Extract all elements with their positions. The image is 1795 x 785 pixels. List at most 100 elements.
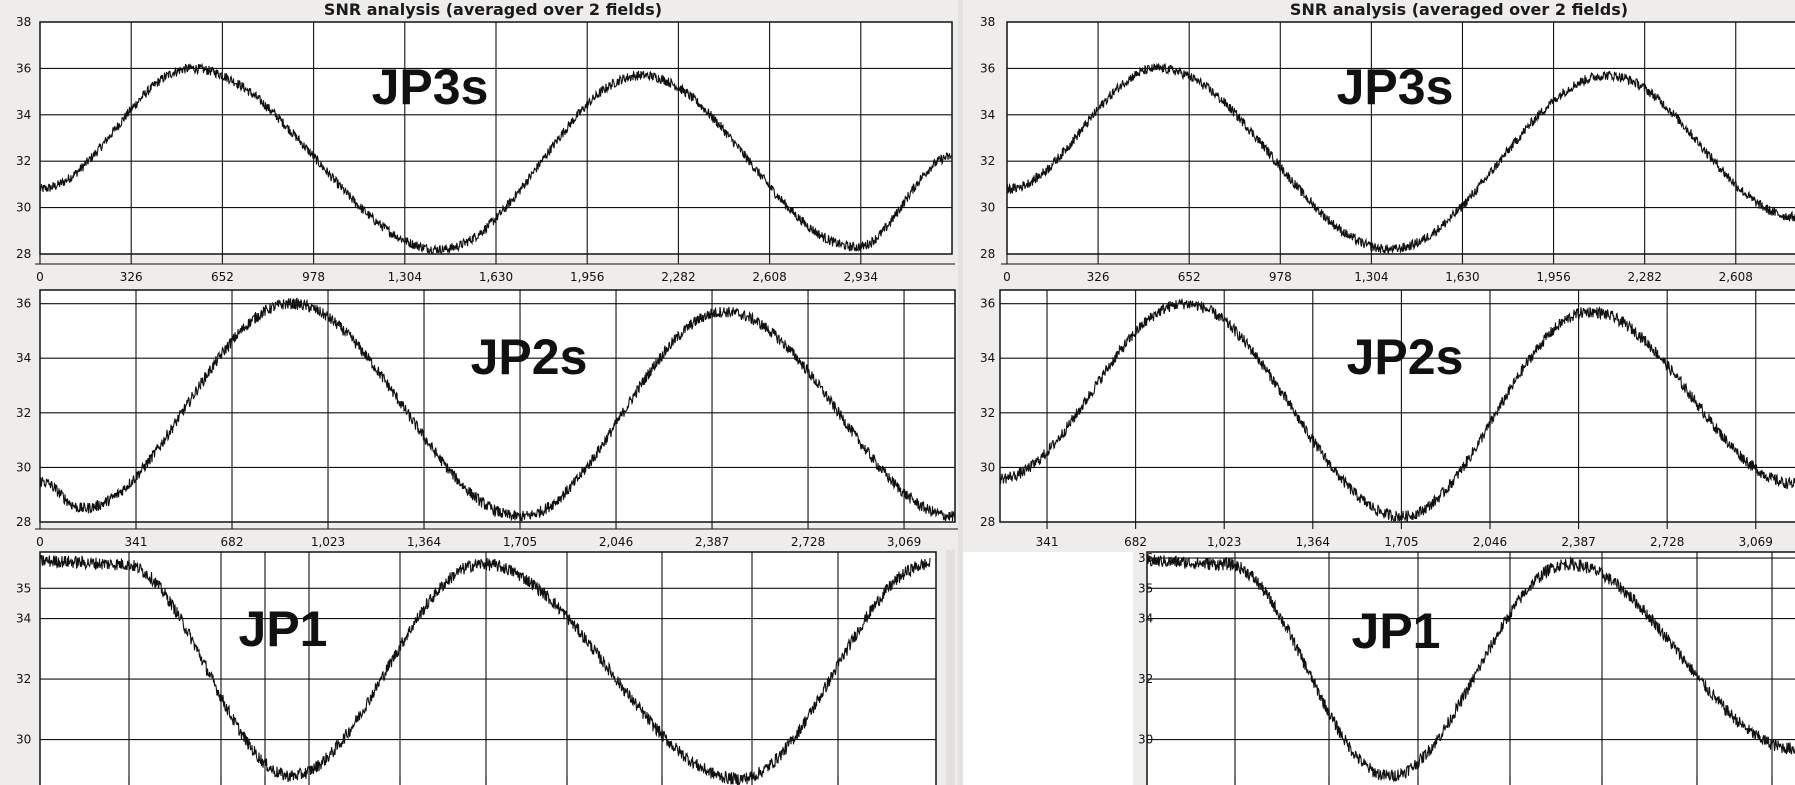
x-tick-label: 978	[1269, 270, 1292, 284]
x-tick-label: 2,608	[752, 270, 786, 284]
y-tick-label: 30	[980, 201, 995, 215]
annotation-jp3s: JP3s	[1337, 59, 1454, 115]
x-tick-label: 1,364	[1296, 535, 1330, 549]
x-tick-label: 2,728	[791, 535, 825, 549]
plot-area	[999, 289, 1795, 523]
y-tick-label: 38	[16, 15, 31, 29]
x-tick-label: 682	[1124, 535, 1147, 549]
x-tick-label: 0	[36, 270, 44, 284]
y-tick-label: 32	[1138, 672, 1153, 686]
x-tick-label: 682	[221, 535, 244, 549]
y-tick-label: 34	[16, 612, 31, 626]
snr-series-line	[1146, 554, 1795, 782]
y-tick-label: 30	[16, 733, 31, 747]
y-tick-label: 28	[980, 247, 995, 261]
chart-title-right: SNR analysis (averaged over 2 fields)	[1290, 0, 1628, 19]
x-tick-label: 2,046	[1473, 535, 1507, 549]
x-tick-label: 1,023	[1207, 535, 1241, 549]
x-tick-label: 1,705	[1384, 535, 1418, 549]
x-tick-label: 1,023	[311, 535, 345, 549]
x-tick-label: 1,705	[503, 535, 537, 549]
plot-area	[39, 289, 956, 523]
plot-area	[39, 551, 937, 785]
x-tick-label: 2,728	[1650, 535, 1684, 549]
snr-series-line	[39, 297, 956, 522]
plot-area	[1146, 551, 1795, 785]
y-tick-label: 32	[980, 406, 995, 420]
x-tick-label: 326	[120, 270, 143, 284]
annotation-jp1: JP1	[239, 601, 328, 657]
y-tick-label: 35	[16, 581, 31, 595]
left-margin-panel	[963, 552, 1133, 785]
y-tick-label: 32	[980, 154, 995, 168]
snr-series-line	[1006, 62, 1795, 255]
y-tick-label: 28	[16, 515, 31, 529]
snr-series-line	[39, 554, 931, 785]
column-divider	[958, 0, 963, 785]
y-tick-label: 36	[16, 61, 31, 75]
y-tick-label: 34	[980, 108, 995, 122]
chart-jp2s-right: 28 30 32 34 36 341 682 1,023 1,364 1,705 2,046 2,38…	[980, 289, 1795, 549]
x-tick-label: 326	[1087, 270, 1110, 284]
y-tick-label: 30	[1138, 733, 1153, 747]
plot-area	[1006, 21, 1795, 255]
annotation-jp3s: JP3s	[372, 59, 489, 115]
x-tick-label: 652	[1178, 270, 1201, 284]
y-tick-label: 36	[980, 297, 995, 311]
plot-content: 28 30 32 34 36 341 682 1,023 1,364 1,705 2,046 2,38…	[980, 290, 1795, 549]
chart-jp2s-left: 28 30 32 34 36 0 341 682 1,023 1,364 1,705 2,046 2,3…	[16, 289, 958, 549]
y-tick-label: 28	[980, 515, 995, 529]
y-tick-label: 34	[16, 108, 31, 122]
y-tick-label: 36	[16, 297, 31, 311]
x-tick-label: 2,934	[844, 270, 878, 284]
snr-series-line	[999, 298, 1795, 522]
x-tick-label: 1,630	[1445, 270, 1479, 284]
y-tick-label: 30	[16, 201, 31, 215]
plot-content: 28 30 32 34 36 38 0 326 652 978 1,304 1,630 1,956 2,2…	[16, 15, 953, 284]
x-tick-label: 341	[1036, 535, 1059, 549]
x-tick-label: 1,956	[570, 270, 604, 284]
scrollbar-strip[interactable]	[946, 550, 955, 785]
plot-content: 28 30 32 34 36 38 0 326 652 978 1,304 1,630 1,956 2,2…	[980, 15, 1795, 284]
annotation-jp1: JP1	[1352, 603, 1441, 659]
y-tick-label: 35	[1138, 581, 1153, 595]
x-tick-label: 2,608	[1719, 270, 1753, 284]
chart-jp3s-left: 28 30 32 34 36 38 0 326 652 978 1,304 1,630 1,956 2,2…	[16, 15, 955, 284]
x-tick-label: 2,282	[1627, 270, 1661, 284]
plot-content: 30 32 34 35 36	[1138, 551, 1795, 785]
y-tick-label: 32	[16, 406, 31, 420]
chart-title-left: SNR analysis (averaged over 2 fields)	[324, 0, 662, 19]
y-tick-label: 34	[16, 351, 31, 365]
plot-content: 28 30 32 34 36 0 341 682 1,023 1,364 1,705 2,046 2,3…	[16, 290, 956, 549]
y-tick-label: 38	[980, 15, 995, 29]
x-tick-label: 2,387	[1561, 535, 1595, 549]
x-tick-label: 2,387	[695, 535, 729, 549]
y-tick-label: 34	[1138, 612, 1153, 626]
y-tick-label: 30	[16, 460, 31, 474]
x-tick-label: 1,304	[1354, 270, 1388, 284]
x-tick-label: 3,069	[887, 535, 921, 549]
x-tick-label: 341	[125, 535, 148, 549]
x-tick-label: 652	[211, 270, 234, 284]
annotation-jp2s: JP2s	[1347, 329, 1464, 385]
y-tick-label: 34	[980, 351, 995, 365]
x-tick-label: 1,956	[1536, 270, 1570, 284]
x-tick-label: 2,046	[599, 535, 633, 549]
snr-series-line	[39, 62, 953, 255]
x-tick-label: 978	[302, 270, 325, 284]
x-tick-label: 1,630	[479, 270, 513, 284]
right-column: SNR analysis (averaged over 2 fields) 28…	[958, 0, 1795, 785]
y-tick-label: 32	[16, 672, 31, 686]
x-tick-label: 0	[36, 535, 44, 549]
plot-content: 30 32 34 35	[16, 552, 936, 785]
y-tick-label: 36	[1138, 551, 1153, 565]
x-tick-label: 1,304	[388, 270, 422, 284]
y-tick-label: 30	[980, 460, 995, 474]
annotation-jp2s: JP2s	[471, 329, 588, 385]
x-tick-label: 3,069	[1739, 535, 1773, 549]
chart-jp3s-right: 28 30 32 34 36 38 0 326 652 978 1,304 1,630 1,956 2,2…	[980, 15, 1795, 284]
y-tick-label: 32	[16, 154, 31, 168]
x-tick-label: 2,282	[661, 270, 695, 284]
chart-jp1-left: 30 32 34 35 JP1	[16, 550, 955, 785]
